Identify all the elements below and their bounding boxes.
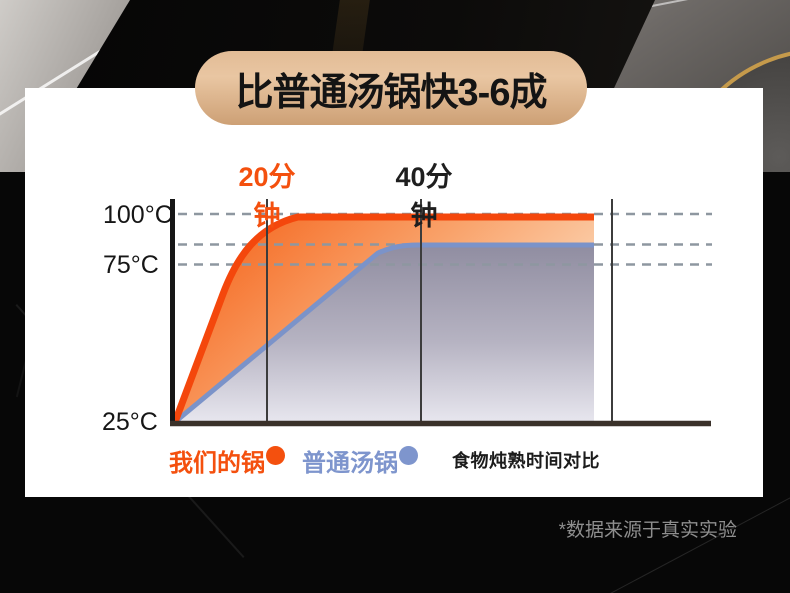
y-tick-25c: 25°C [102,408,158,436]
time-marker-20min: 20分钟 [238,162,296,231]
y-tick-100c: 100°C [103,201,173,229]
line-ordinary-pot [173,242,594,424]
y-tick-75c: 75°C [103,251,159,279]
legend-ordinary-pot-label: 普通汤锅 [302,450,398,477]
line-our-pot [171,213,594,424]
legend-ordinary-pot-dot-icon [399,446,418,465]
headline-text: 比普通汤锅快3-6成 [235,71,548,114]
legend-our-pot-label: 我们的锅 [169,450,265,477]
legend-our-pot-dot-icon [266,446,285,465]
area-our-pot [175,217,594,423]
area-ordinary-pot [175,245,594,423]
chart-caption: 食物炖熟时间对比 [452,451,600,471]
time-marker-40min: 40分钟 [395,162,453,231]
headline-banner: 比普通汤锅快3-6成 [195,51,587,125]
data-source-footnote: *数据来源于真实实验 [558,520,737,541]
